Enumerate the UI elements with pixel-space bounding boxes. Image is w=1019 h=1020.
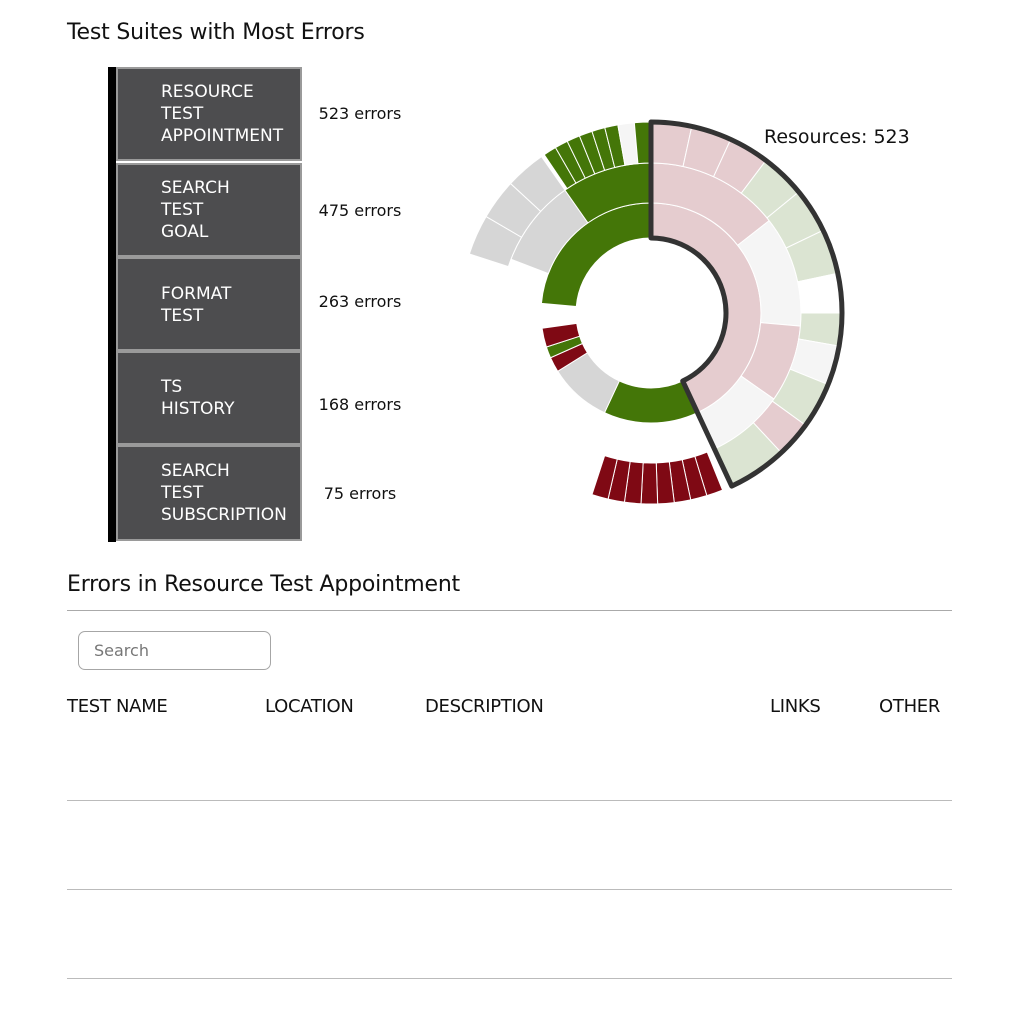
sunburst-hover-label: Resources: 523 <box>764 126 910 148</box>
suite-label: SEARCH TEST SUBSCRIPTION <box>161 461 287 525</box>
suite-label: RESOURCE TEST APPOINTMENT <box>161 82 284 146</box>
column-header-other[interactable]: OTHER <box>879 696 941 717</box>
sunburst-segment[interactable] <box>509 155 566 213</box>
column-header-test-name[interactable]: TEST NAME <box>67 696 168 717</box>
column-header-location[interactable]: LOCATION <box>265 696 354 717</box>
table-row <box>67 800 952 801</box>
page-title: Test Suites with Most Errors <box>67 20 365 45</box>
sunburst-segment[interactable] <box>640 462 659 505</box>
suite-search-test-goal[interactable]: SEARCH TEST GOAL <box>116 163 302 257</box>
suite-error-count: 523 errors <box>318 104 402 123</box>
suite-error-count: 75 errors <box>323 484 397 503</box>
suite-error-count: 475 errors <box>318 201 402 220</box>
suite-search-test-subscription[interactable]: SEARCH TEST SUBSCRIPTION <box>116 445 302 541</box>
table-row <box>67 978 952 979</box>
sunburst-segment[interactable] <box>540 306 577 322</box>
suite-format-test[interactable]: FORMAT TEST <box>116 257 302 351</box>
column-header-description[interactable]: DESCRIPTION <box>425 696 544 717</box>
search-input[interactable] <box>78 631 271 670</box>
suite-error-count: 263 errors <box>318 292 402 311</box>
details-title: Errors in Resource Test Appointment <box>67 572 460 597</box>
suite-label: TS HISTORY <box>161 377 235 419</box>
sunburst-segment[interactable] <box>541 322 581 348</box>
table-row <box>67 889 952 890</box>
sunburst-chart <box>468 119 845 505</box>
suite-error-count: 168 errors <box>318 395 402 414</box>
sunburst-segment[interactable] <box>591 455 618 500</box>
suite-label: FORMAT TEST <box>161 284 232 326</box>
sunburst-highlight-outline <box>648 119 845 489</box>
selector-pole <box>108 67 116 542</box>
suite-ts-history[interactable]: TS HISTORY <box>116 351 302 445</box>
suite-label: SEARCH TEST GOAL <box>161 178 230 242</box>
column-header-links[interactable]: LINKS <box>770 696 821 717</box>
suite-resource-test-appointment[interactable]: RESOURCE TEST APPOINTMENT <box>116 67 302 161</box>
divider <box>67 610 952 611</box>
